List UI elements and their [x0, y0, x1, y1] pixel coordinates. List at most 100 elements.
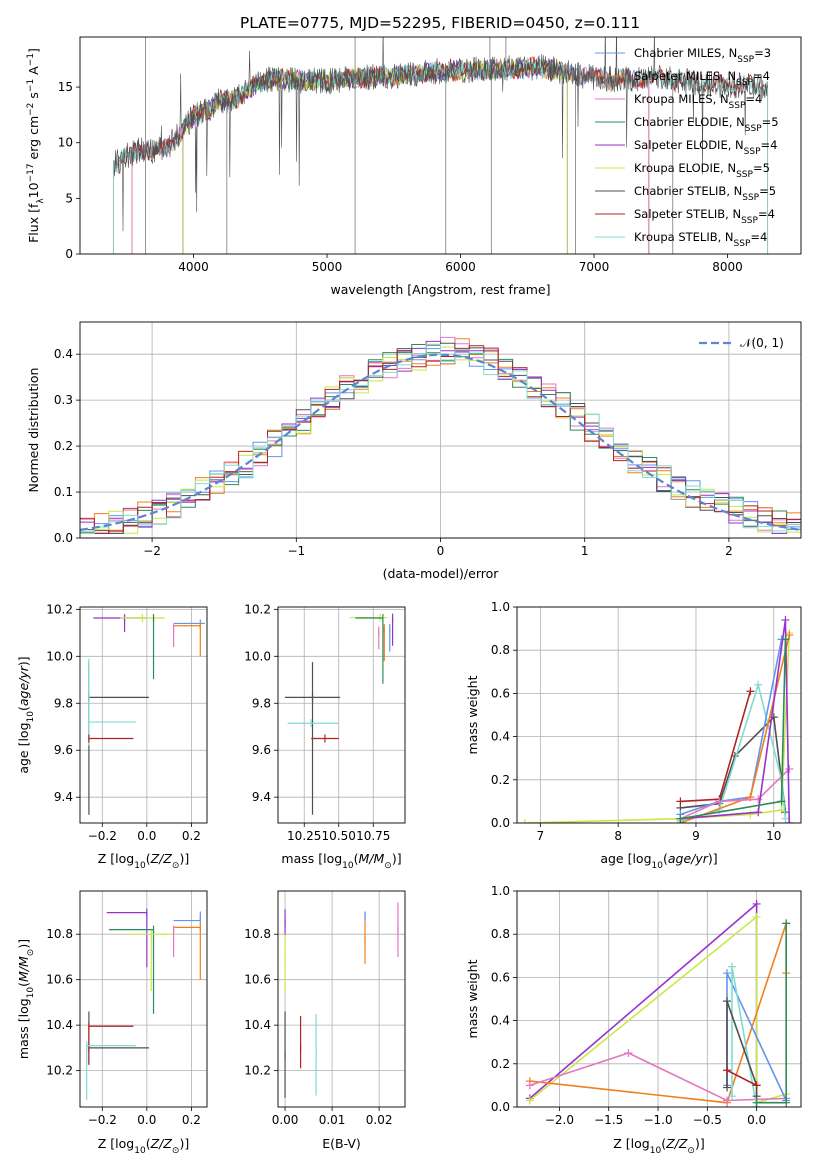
label-fragment: (: [146, 851, 151, 866]
label-fragment: =5: [759, 184, 776, 198]
label-fragment: 10: [342, 861, 354, 871]
label-fragment: λ: [36, 198, 46, 204]
label-fragment: )]: [392, 851, 402, 866]
axes-frame: [277, 890, 406, 1108]
y-tick-label: 0.0: [54, 531, 73, 545]
weight-marker: [723, 1066, 732, 1075]
legend-label: Chabrier ELODIE, NSSP=5: [634, 115, 779, 134]
y-tick-label: 10.4: [46, 1018, 73, 1032]
label-fragment: =4: [745, 92, 762, 106]
weight-line: [726, 1000, 758, 1097]
label-fragment: 10: [26, 711, 36, 723]
label-fragment: Z/Z: [150, 851, 173, 866]
weight-line: [524, 632, 791, 823]
label-fragment: =4: [753, 69, 770, 83]
plot-area: [86, 908, 201, 1101]
legend-label: Kroupa MILES, NSSP=4: [634, 92, 762, 111]
axes-spectrum: 4000 5000 6000 7000 8000 0 5 10 15 Chabrier MILES…: [26, 36, 802, 297]
label-fragment: Chabrier ELODIE, N: [634, 115, 745, 129]
y-tick-label: 9.4: [54, 790, 73, 804]
weight-marker: [785, 765, 794, 773]
label-fragment: =5: [762, 115, 779, 129]
label-fragment: SSP: [744, 147, 761, 157]
weight-marker: [723, 1096, 732, 1105]
x-tick-label: 10.75: [356, 829, 390, 843]
y-tick-label: 10.6: [244, 973, 271, 987]
label-fragment: Kroupa ELODIE, N: [634, 161, 736, 175]
weight-line: [680, 768, 790, 820]
axes-frame: [516, 606, 802, 824]
label-fragment: Z/Z: [150, 1136, 173, 1151]
x-tick-label: −2.0: [545, 1113, 574, 1127]
axes-residual-histogram: −2 −1 0 1 2 0.0 0.1 0.2 0.3 0.4 𝒩(0, 1) (data-model…: [26, 321, 802, 581]
y-tick-label: 0.2: [54, 439, 73, 453]
weight-marker: [752, 899, 761, 908]
y-tick-label: 9.4: [252, 790, 271, 804]
x-axis-label: wavelength [Angstrom, rest frame]: [330, 282, 550, 297]
weight-marker: [754, 795, 763, 804]
label-fragment: )]: [179, 1136, 189, 1151]
weight-line: [726, 1069, 757, 1087]
x-tick-label: 8: [614, 829, 622, 843]
x-tick-label: −1.0: [643, 1113, 672, 1127]
x-tick-label: −1.5: [594, 1113, 623, 1127]
label-fragment: age/yr: [668, 851, 709, 866]
label-fragment: Z/Z: [665, 1136, 688, 1151]
x-axis-label: (data-model)/error: [383, 566, 500, 581]
x-tick-label: 0.00: [272, 1113, 299, 1127]
x-tick-label: 7000: [579, 260, 610, 274]
y-tick-label: 15: [58, 80, 73, 94]
x-tick-label: 10: [766, 829, 781, 843]
y-axis-label: mass weight: [465, 675, 480, 754]
y-tick-label: 0.2: [491, 1057, 510, 1071]
x-axis-label: mass [log10(M/M⊙)]: [281, 851, 401, 871]
label-fragment: age/yr: [16, 665, 31, 706]
label-fragment: M/M: [16, 956, 31, 982]
axes-mass-weight-vs-metallicity: −2.0 −1.5 −1.0 −0.5 0.0 0.0 0.2 0.4 0.6 0.8 1.0 Z […: [465, 884, 802, 1156]
label-fragment: ⊙: [172, 1146, 180, 1156]
label-fragment: SSP: [736, 78, 753, 88]
label-fragment: M/M: [359, 851, 385, 866]
x-tick-label: 8000: [712, 260, 743, 274]
y-tick-label: 10.2: [46, 602, 73, 616]
axes-age-vs-metallicity: −0.2 0.0 0.29.49.69.810.010.2Z [log10(Z/Z⊙…: [16, 602, 208, 871]
y-tick-label: 0.4: [54, 347, 73, 361]
x-tick-label: −2: [143, 544, 161, 558]
y-axis-label: Flux [fλ10−17 erg cm−2 s−1 A−1]: [26, 48, 46, 243]
legend-label: Kroupa ELODIE, NSSP=5: [634, 161, 770, 180]
x-tick-label: 0.0: [137, 829, 156, 843]
y-tick-label: 10.8: [46, 927, 73, 941]
weight-marker: [727, 962, 736, 971]
label-fragment: )]: [708, 851, 718, 866]
y-tick-label: 9.8: [54, 696, 73, 710]
y-tick-label: 0.2: [491, 773, 510, 787]
plot-area: [284, 613, 394, 815]
weight-marker: [777, 797, 786, 806]
x-tick-label: 10.50: [322, 829, 356, 843]
label-fragment: (: [354, 851, 359, 866]
plot-area: [112, 37, 769, 254]
weight-marker: [520, 819, 529, 823]
x-tick-label: −0.2: [88, 829, 117, 843]
label-fragment: (: [661, 1136, 666, 1151]
y-tick-label: 5: [65, 191, 73, 205]
x-tick-label: 0.01: [319, 1113, 346, 1127]
weight-marker: [785, 819, 794, 823]
histogram-step: [80, 338, 801, 534]
y-tick-label: 9.6: [54, 743, 73, 757]
weight-line: [680, 619, 791, 823]
y-tick-label: 0.0: [491, 1100, 510, 1114]
y-tick-label: 0.8: [491, 927, 510, 941]
label-fragment: =5: [753, 161, 770, 175]
label-fragment: 10: [134, 1146, 146, 1156]
axes-mass-vs-extinction: 0.00 0.01 0.02 10.2 10.4 10.6 10.8 E(B-V): [244, 890, 406, 1151]
label-fragment: erg cm: [26, 116, 41, 164]
weight-marker: [723, 997, 732, 1006]
legend-label: 𝒩(0, 1): [740, 336, 784, 350]
weight-marker: [781, 814, 790, 823]
label-fragment: Chabrier MILES, N: [634, 46, 737, 60]
label-fragment: mass [log: [16, 998, 31, 1059]
plot-area: [88, 614, 205, 815]
weight-marker: [746, 687, 755, 696]
